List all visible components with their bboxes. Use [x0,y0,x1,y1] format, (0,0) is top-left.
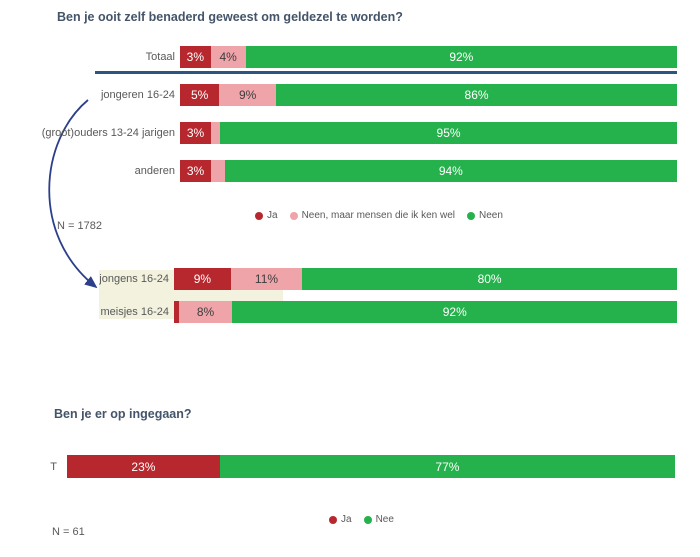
stacked-bar: 3% 94% [180,160,677,182]
bar-row-anderen: anderen 3% 94% [0,160,700,182]
segment-ja: 5% [180,84,220,106]
chart2-n-label: N = 61 [52,526,85,538]
legend-item-ja: Ja [255,210,278,221]
divider-line [95,71,677,74]
category-label: jongeren 16-24 [100,89,175,101]
segment-neen: 80% [302,268,677,290]
segment-neen: 95% [220,122,677,144]
segment-ja: 9% [174,268,231,290]
stacked-bar: 8% 92% [174,301,677,323]
chart2-legend: Ja Nee [329,514,394,525]
category-label: anderen [134,165,175,177]
segment-nee: 77% [219,455,675,478]
legend-dot-icon [329,515,337,524]
bar-row-groot-ouders-13-24-jarigen: (groot)ouders 13-24 jarigen 3% 95% [0,122,700,144]
segment-neen-maar-mensen-die-ik-ken-wel: 8% [178,301,233,323]
segment-neen: 92% [245,46,677,68]
legend-dot-icon [466,211,475,220]
segment-neen-maar-mensen-die-ik-ken-wel: 11% [230,268,303,290]
segment-neen: 86% [276,84,678,106]
segment-neen-maar-mensen-die-ik-ken-wel: 9% [219,84,277,106]
legend-item-ja: Ja [329,514,352,525]
chart1-n-label: N = 1782 [57,220,102,232]
bar-row-meisjes-16-24: meisjes 16-24 8% 92% [0,301,700,323]
bar-row-t: T 23% 77% [0,455,700,478]
segment-ja: 3% [180,160,212,182]
legend-label: Neen, maar mensen die ik ken wel [301,210,455,221]
segment-ja [174,301,179,323]
bar-row-totaal: Totaal 3% 4% 92% [0,46,700,68]
legend-item-neen: Neen [466,210,503,221]
category-label: (groot)ouders 13-24 jarigen [41,127,175,139]
segment-neen: 94% [224,160,677,182]
segment-ja: 3% [180,46,211,68]
legend-item-neen-maar-mensen-die-ik-ken-wel: Neen, maar mensen die ik ken wel [289,210,455,221]
segment-neen-maar-mensen-die-ik-ken-wel [211,122,221,144]
legend-dot-icon [289,211,298,220]
chart1-legend: Ja Neen, maar mensen die ik ken wel Neen [255,210,503,221]
legend-label: Neen [478,210,503,221]
category-label: jongens 16-24 [99,273,169,285]
legend-label: Ja [267,210,278,221]
chart2-title: Ben je er op ingegaan? [54,407,192,421]
stacked-bar: 5% 9% 86% [180,84,678,106]
legend-dot-icon [363,515,372,524]
category-label: Totaal [145,51,175,63]
legend-dot-icon [255,211,263,220]
stacked-bar: 3% 4% 92% [180,46,677,68]
segment-ja: 3% [180,122,212,144]
category-label: T [50,460,57,473]
bar-row-jongeren-16-24: jongeren 16-24 5% 9% 86% [0,84,700,106]
segment-neen: 92% [232,301,677,323]
legend-label: Nee [375,514,394,525]
segment-ja: 23% [67,455,220,478]
stacked-bar: 3% 95% [180,122,677,144]
segment-neen-maar-mensen-die-ik-ken-wel: 4% [210,46,246,68]
legend-item-nee: Nee [363,514,394,525]
segment-neen-maar-mensen-die-ik-ken-wel [211,160,225,182]
stacked-bar: 23% 77% [67,455,675,478]
stacked-bar: 9% 11% 80% [174,268,677,290]
bar-row-jongens-16-24: jongens 16-24 9% 11% 80% [0,268,700,290]
category-label: meisjes 16-24 [100,306,169,318]
legend-label: Ja [341,514,352,525]
chart1-title: Ben je ooit zelf benaderd geweest om gel… [57,10,403,24]
